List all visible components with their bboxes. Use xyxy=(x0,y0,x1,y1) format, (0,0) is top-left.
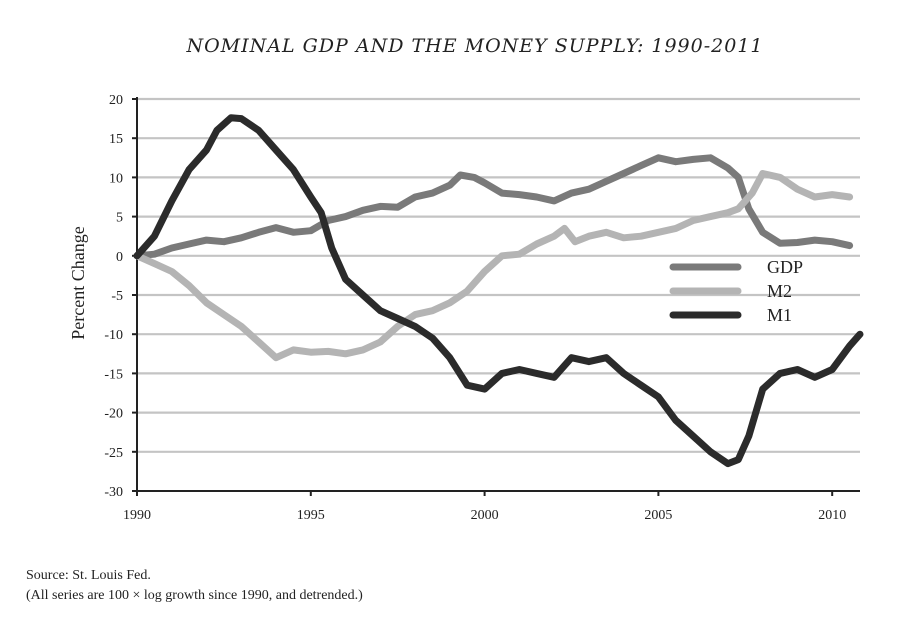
y-tick-label: -10 xyxy=(104,328,123,343)
y-tick-label: -5 xyxy=(111,289,123,304)
x-tick-label: 1990 xyxy=(123,508,151,523)
axes xyxy=(132,97,860,496)
y-tick-label: -30 xyxy=(104,485,123,500)
y-tick-label: 10 xyxy=(109,171,123,186)
y-tick-label: 20 xyxy=(109,93,123,108)
y-tick-label: -20 xyxy=(104,407,123,422)
legend: GDP M2 M1 xyxy=(669,257,803,325)
x-tick-labels: 1990 1995 2000 2005 2010 xyxy=(123,508,846,523)
legend-label-m2: M2 xyxy=(767,281,792,301)
x-tick-label: 2000 xyxy=(471,508,499,523)
y-tick-label: 0 xyxy=(116,250,123,265)
x-tick-label: 2005 xyxy=(644,508,672,523)
source-note-detail: (All series are 100 × log growth since 1… xyxy=(26,588,363,603)
chart-title: NOMINAL GDP AND THE MONEY SUPPLY: 1990-2… xyxy=(185,35,763,57)
grid xyxy=(137,97,860,453)
series-line-gdp xyxy=(133,154,854,260)
series-lines xyxy=(133,114,864,468)
y-axis-title: Percent Change xyxy=(68,226,88,339)
y-tick-label: -15 xyxy=(104,367,123,382)
y-tick-label: -25 xyxy=(104,446,123,461)
y-tick-label: 5 xyxy=(116,211,123,226)
series-line-m1 xyxy=(133,114,864,468)
y-tick-labels: 20 15 10 5 0 -5 -10 -15 -20 -25 -30 xyxy=(104,93,123,500)
source-note: Source: St. Louis Fed. xyxy=(26,568,151,583)
y-tick-label: 15 xyxy=(109,132,123,147)
x-tick-label: 2010 xyxy=(818,508,846,523)
x-tick-label: 1995 xyxy=(297,508,325,523)
series-line-m2 xyxy=(133,170,854,362)
legend-label-gdp: GDP xyxy=(767,257,803,277)
legend-label-m1: M1 xyxy=(767,305,792,325)
